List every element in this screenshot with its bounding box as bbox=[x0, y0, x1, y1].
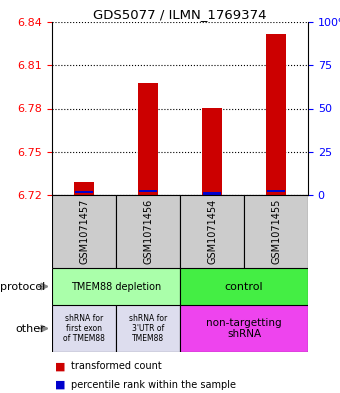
Bar bbox=[244, 195, 308, 268]
Text: TMEM88 depletion: TMEM88 depletion bbox=[71, 281, 161, 292]
Bar bbox=[116, 305, 180, 352]
Bar bbox=[202, 108, 222, 195]
Bar bbox=[116, 195, 180, 268]
Text: non-targetting
shRNA: non-targetting shRNA bbox=[206, 318, 282, 339]
Text: shRNA for
first exon
of TMEM88: shRNA for first exon of TMEM88 bbox=[63, 314, 105, 343]
Text: GSM1071457: GSM1071457 bbox=[79, 199, 89, 264]
Title: GDS5077 / ILMN_1769374: GDS5077 / ILMN_1769374 bbox=[93, 8, 267, 21]
Text: other: other bbox=[15, 323, 45, 334]
Bar bbox=[180, 268, 308, 305]
Bar bbox=[267, 189, 285, 192]
Bar bbox=[52, 305, 116, 352]
Bar bbox=[75, 191, 92, 193]
Bar bbox=[267, 33, 286, 195]
Bar bbox=[180, 305, 308, 352]
Text: ■: ■ bbox=[55, 361, 66, 371]
Bar bbox=[138, 83, 158, 195]
Text: GSM1071454: GSM1071454 bbox=[207, 199, 217, 264]
Text: percentile rank within the sample: percentile rank within the sample bbox=[71, 380, 236, 390]
Text: GSM1071456: GSM1071456 bbox=[143, 199, 153, 264]
Bar bbox=[74, 182, 94, 195]
Text: transformed count: transformed count bbox=[71, 361, 162, 371]
Bar bbox=[203, 193, 221, 195]
Text: protocol: protocol bbox=[0, 281, 45, 292]
Bar bbox=[180, 195, 244, 268]
Text: ■: ■ bbox=[55, 380, 66, 390]
Text: GSM1071455: GSM1071455 bbox=[271, 199, 281, 264]
Bar bbox=[52, 195, 116, 268]
Bar bbox=[139, 189, 157, 192]
Text: control: control bbox=[225, 281, 263, 292]
Bar bbox=[52, 268, 180, 305]
Text: shRNA for
3'UTR of
TMEM88: shRNA for 3'UTR of TMEM88 bbox=[129, 314, 167, 343]
